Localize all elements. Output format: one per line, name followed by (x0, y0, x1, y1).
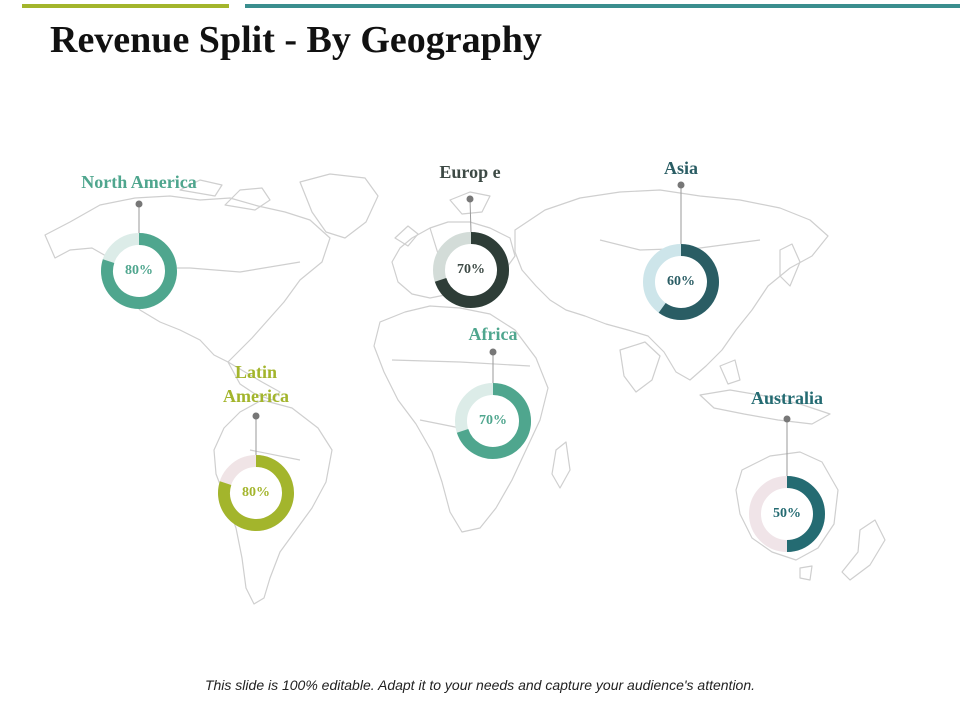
africa-connector-dot (489, 348, 497, 356)
africa-donut-value-arc (456, 383, 531, 459)
europ-e-label: Europ e (439, 162, 501, 182)
asia-donut (643, 244, 719, 320)
page-title: Revenue Split - By Geography (50, 19, 542, 61)
australia-donut (749, 476, 825, 552)
africa-donut (455, 383, 531, 459)
asia-donut-value-arc (658, 244, 719, 320)
callout-connectors (135, 181, 791, 476)
australia-donut-value-arc (786, 476, 825, 552)
europ-e-connector-line (469, 198, 472, 233)
europ-e-percentage: 70% (457, 262, 485, 277)
north-america-label: North America (81, 172, 197, 192)
europ-e-donut-value-arc (434, 232, 509, 308)
donut-charts (101, 232, 825, 552)
australia-connector-dot (783, 415, 791, 423)
africa-percentage: 70% (479, 413, 507, 428)
asia-connector-dot (677, 181, 685, 189)
north-america-connector-dot (135, 200, 143, 208)
latin-america-connector-dot (252, 412, 260, 420)
accent-bar-teal (245, 4, 960, 8)
europ-e-donut (433, 232, 509, 308)
latin-america-percentage: 80% (242, 485, 270, 500)
accent-bar-green (22, 4, 229, 8)
north-america-donut-value-arc (101, 233, 177, 309)
latin-america-donut-value-arc (218, 455, 294, 531)
asia-percentage: 60% (667, 274, 695, 289)
latin-america-label: Latin America (223, 362, 289, 406)
north-america-percentage: 80% (125, 263, 153, 278)
north-america-donut (101, 233, 177, 309)
australia-label: Australia (751, 388, 823, 408)
africa-label: Africa (468, 324, 518, 344)
asia-label: Asia (663, 158, 698, 178)
europ-e-connector-dot (466, 195, 474, 203)
footer-note: This slide is 100% editable. Adapt it to… (204, 677, 756, 693)
latin-america-donut (218, 455, 294, 531)
australia-percentage: 50% (773, 506, 801, 521)
